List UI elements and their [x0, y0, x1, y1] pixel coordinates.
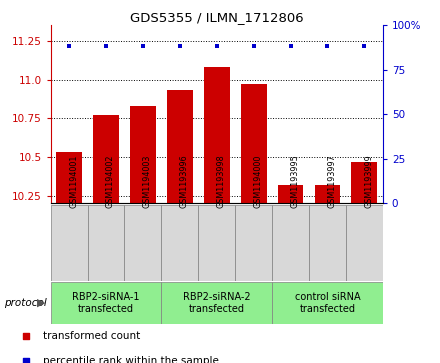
Text: GSM1193997: GSM1193997: [327, 154, 337, 208]
Point: [361, 42, 368, 48]
Bar: [346, 205, 383, 281]
Bar: [272, 205, 309, 281]
Point: [213, 42, 220, 48]
Bar: [278, 185, 304, 203]
Bar: [198, 205, 235, 281]
Bar: [241, 84, 267, 203]
Bar: [315, 185, 341, 203]
Bar: [167, 90, 193, 203]
Text: GSM1193996: GSM1193996: [180, 155, 189, 208]
Bar: [235, 205, 272, 281]
Bar: [352, 162, 377, 203]
Text: GSM1194000: GSM1194000: [253, 155, 263, 208]
Point: [103, 42, 110, 48]
Bar: [161, 205, 198, 281]
Bar: [88, 205, 125, 281]
Text: control siRNA
transfected: control siRNA transfected: [295, 292, 360, 314]
Text: GSM1193998: GSM1193998: [216, 155, 226, 208]
Point: [66, 42, 73, 48]
Text: GSM1193995: GSM1193995: [290, 154, 300, 208]
Title: GDS5355 / ILMN_1712806: GDS5355 / ILMN_1712806: [130, 11, 304, 24]
Text: RBP2-siRNA-1
transfected: RBP2-siRNA-1 transfected: [72, 292, 140, 314]
Point: [139, 42, 147, 48]
Text: percentile rank within the sample: percentile rank within the sample: [43, 355, 219, 363]
Bar: [93, 115, 119, 203]
Bar: [130, 106, 156, 203]
Text: GSM1194001: GSM1194001: [69, 155, 78, 208]
Point: [22, 333, 29, 339]
Bar: [204, 67, 230, 203]
Bar: [56, 152, 82, 203]
Point: [250, 42, 257, 48]
Bar: [51, 205, 88, 281]
Bar: [309, 205, 346, 281]
Bar: [272, 282, 383, 324]
Text: GSM1193999: GSM1193999: [364, 154, 374, 208]
Point: [324, 42, 331, 48]
Text: GSM1194003: GSM1194003: [143, 155, 152, 208]
Bar: [161, 282, 272, 324]
Bar: [51, 282, 161, 324]
Text: RBP2-siRNA-2
transfected: RBP2-siRNA-2 transfected: [183, 292, 250, 314]
Text: GSM1194002: GSM1194002: [106, 155, 115, 208]
Text: ▶: ▶: [37, 298, 46, 308]
Bar: [125, 205, 161, 281]
Point: [176, 42, 183, 48]
Text: transformed count: transformed count: [43, 331, 140, 341]
Point: [22, 358, 29, 363]
Point: [287, 42, 294, 48]
Text: protocol: protocol: [4, 298, 47, 308]
